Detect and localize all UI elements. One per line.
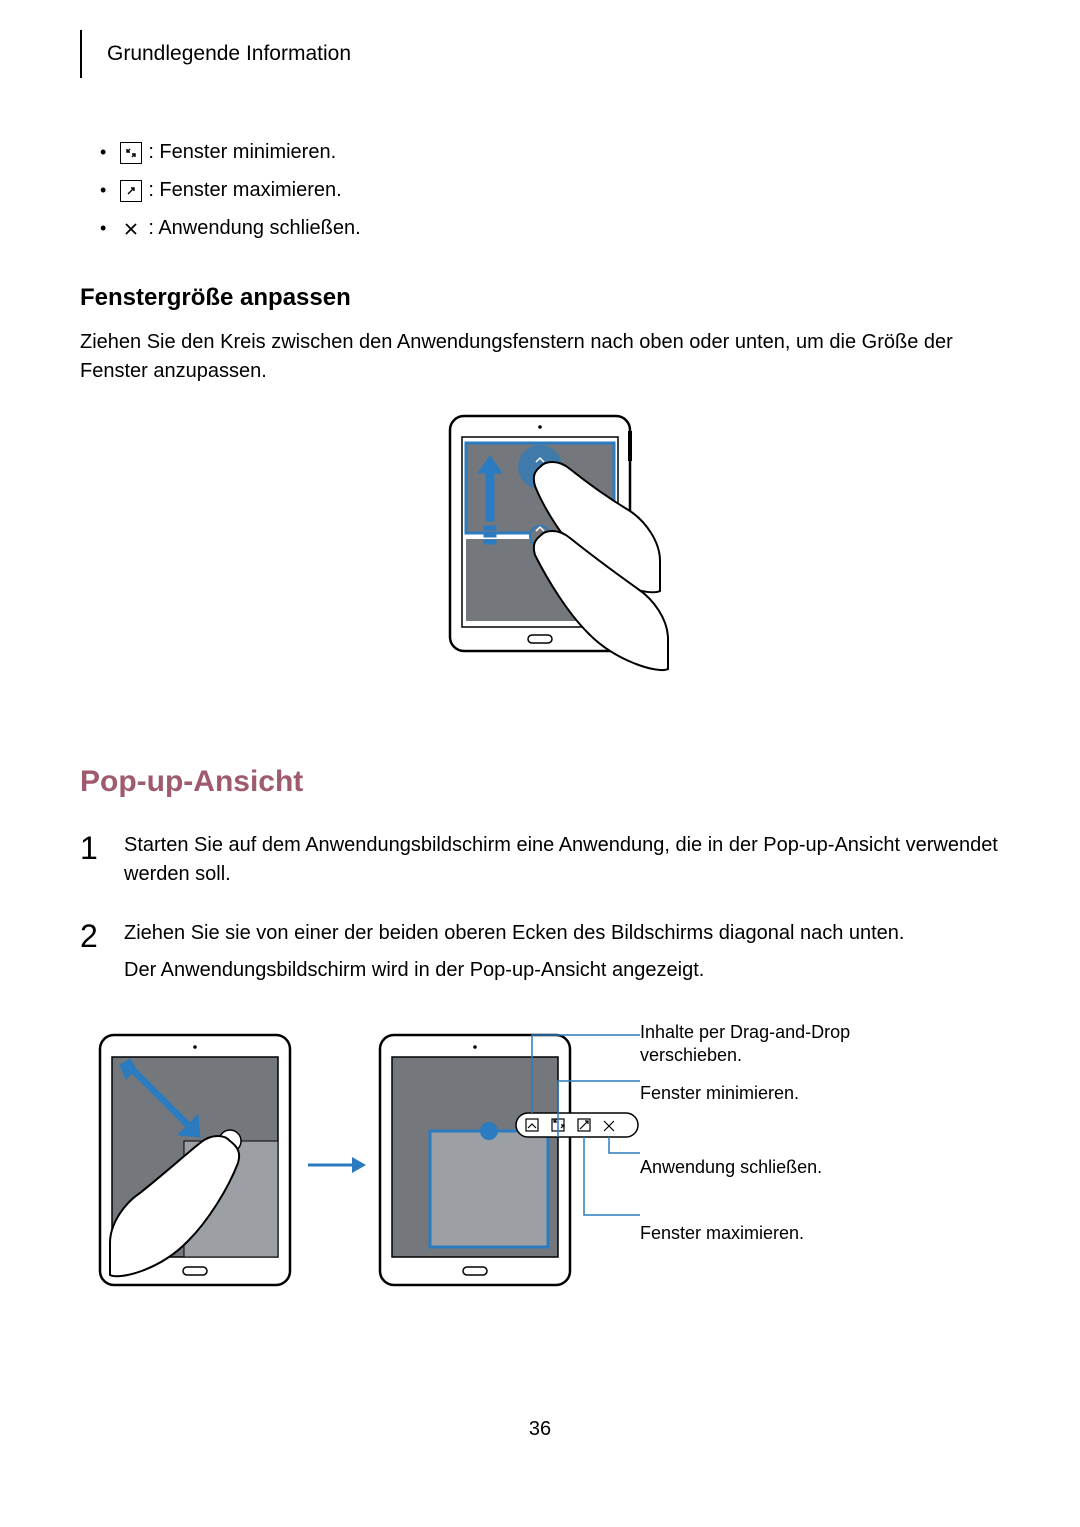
callout-minimize: Fenster minimieren. [640, 1080, 880, 1106]
minimize-icon [120, 142, 142, 164]
breadcrumb-text: Grundlegende Information [107, 39, 351, 69]
subheading-fenstergroesse: Fenstergröße anpassen [80, 281, 1000, 316]
step-text: Ziehen Sie sie von einer der beiden ober… [124, 919, 905, 948]
paragraph-resize: Ziehen Sie den Kreis zwischen den Anwend… [80, 328, 1000, 386]
numbered-steps: 1 Starten Sie auf dem Anwendungsbildschi… [80, 831, 1000, 993]
page-number: 36 [80, 1415, 1000, 1444]
step-text: Der Anwendungsbildschirm wird in der Pop… [124, 956, 905, 985]
list-item: • : Anwendung schließen. [100, 214, 1000, 243]
list-item: • : Fenster minimieren. [100, 138, 1000, 167]
bullet-icon: • [100, 177, 106, 203]
callout-label-group: Inhalte per Drag-and-Drop verschieben. F… [640, 1015, 880, 1274]
list-item-label: : Fenster maximieren. [148, 176, 341, 205]
callout-close: Anwendung schließen. [640, 1154, 880, 1180]
step-item: 1 Starten Sie auf dem Anwendungsbildschi… [80, 831, 1000, 897]
step-item: 2 Ziehen Sie sie von einer der beiden ob… [80, 919, 1000, 993]
close-icon [120, 218, 142, 240]
callout-drag-drop: Inhalte per Drag-and-Drop verschieben. [640, 1021, 880, 1066]
figure-resize-gesture [80, 411, 1000, 700]
bullet-icon: • [100, 139, 106, 165]
step-number: 1 [80, 831, 124, 897]
callout-maximize: Fenster maximieren. [640, 1220, 880, 1246]
page-header: Grundlegende Information [80, 30, 1000, 78]
list-item-label: : Anwendung schließen. [148, 214, 360, 243]
list-item: • : Fenster maximieren. [100, 176, 1000, 205]
bullet-icon: • [100, 215, 106, 241]
maximize-icon [120, 180, 142, 202]
heading-popup-ansicht: Pop-up-Ansicht [80, 760, 1000, 804]
figure-popup-gesture: Inhalte per Drag-and-Drop verschieben. F… [80, 1015, 1000, 1305]
list-item-label: : Fenster minimieren. [148, 138, 336, 167]
step-number: 2 [80, 919, 124, 993]
icon-definition-list: • : Fenster minimieren. • : Fenster maxi… [80, 138, 1000, 243]
step-text: Starten Sie auf dem Anwendungsbildschirm… [124, 831, 1000, 889]
